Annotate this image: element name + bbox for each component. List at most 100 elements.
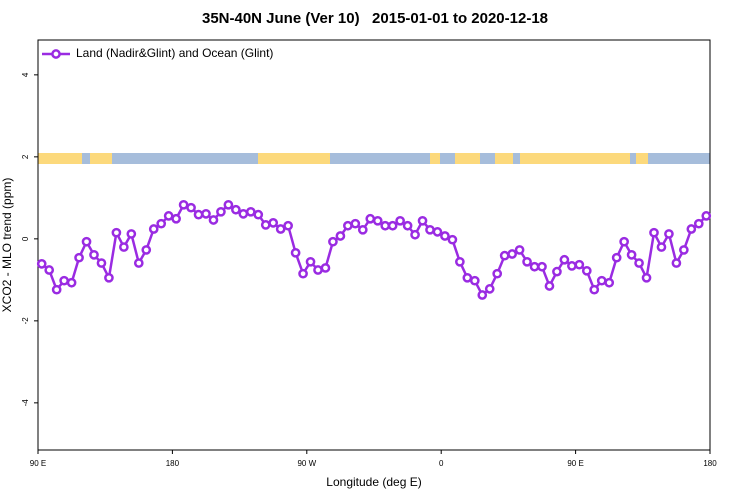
point [544, 281, 555, 291]
x-tick-label: 0 [439, 459, 444, 468]
point [619, 236, 629, 247]
point [36, 259, 47, 269]
point [469, 275, 480, 286]
point [425, 224, 435, 235]
point [559, 254, 570, 265]
point [216, 206, 226, 217]
x-tick-label: 180 [166, 459, 180, 468]
point [320, 263, 331, 273]
point [51, 284, 62, 295]
point [260, 220, 271, 230]
point [66, 277, 77, 288]
point [664, 229, 674, 239]
point [447, 234, 458, 245]
point [268, 218, 279, 228]
point [387, 220, 398, 231]
y-tick-label: 2 [21, 154, 30, 159]
point [126, 229, 137, 239]
point [455, 256, 465, 267]
point [417, 215, 428, 226]
point [335, 231, 346, 241]
point [201, 208, 211, 219]
point [74, 252, 84, 263]
point [537, 261, 547, 272]
point [59, 275, 69, 286]
point [596, 275, 607, 286]
point [552, 266, 562, 277]
point [119, 242, 129, 252]
point [402, 220, 413, 231]
x-tick-label: 90 W [297, 459, 316, 468]
point [440, 231, 450, 241]
point [529, 261, 540, 272]
point [656, 242, 667, 252]
point [649, 227, 659, 238]
point [626, 249, 637, 260]
point [171, 213, 181, 224]
point [671, 258, 682, 268]
x-tick-label: 90 E [567, 459, 583, 468]
point [231, 204, 241, 215]
point [245, 206, 256, 217]
point [589, 284, 600, 295]
point [604, 277, 615, 288]
point [223, 199, 234, 210]
legend-label: Land (Nadir&Glint) and Ocean (Glint) [76, 46, 273, 60]
point [89, 249, 99, 260]
point [484, 284, 495, 294]
point [343, 220, 353, 231]
x-tick-label: 90 E [30, 459, 46, 468]
plot-frame [37, 39, 711, 451]
point [365, 213, 376, 224]
point [380, 220, 391, 231]
point [186, 202, 196, 213]
point [238, 208, 249, 219]
point [410, 229, 420, 240]
point [581, 265, 592, 276]
point [686, 224, 697, 234]
y-tick-label: 4 [21, 72, 30, 77]
point [133, 258, 144, 268]
point [313, 265, 323, 275]
point [305, 256, 316, 267]
point [507, 249, 517, 259]
point [81, 236, 92, 247]
point [514, 245, 525, 255]
point [372, 215, 383, 226]
point [641, 272, 652, 283]
point [148, 224, 159, 234]
legend-marker [51, 49, 61, 59]
y-tick-label: 0 [21, 236, 30, 241]
x-tick-label: 180 [703, 459, 717, 468]
point [290, 247, 301, 258]
point [477, 290, 488, 300]
point [357, 224, 368, 235]
y-axis-label: XCO2 - MLO trend (ppm) [0, 178, 14, 313]
point [178, 199, 189, 210]
point [499, 250, 510, 261]
chart-title: 35N-40N June (Ver 10) 2015-01-01 to 2020… [202, 10, 548, 27]
point [522, 256, 532, 267]
y-tick-label: -4 [21, 399, 30, 407]
point [275, 224, 286, 234]
point [193, 209, 204, 220]
y-tick-label: -2 [21, 317, 30, 325]
point [679, 245, 689, 255]
point [44, 265, 55, 275]
point [611, 252, 622, 263]
point [567, 261, 577, 271]
point [432, 227, 443, 237]
point [395, 215, 405, 226]
point [701, 211, 712, 221]
point [462, 272, 473, 283]
point [492, 268, 503, 279]
map-strip [38, 153, 710, 164]
point [328, 236, 338, 247]
point [208, 215, 219, 225]
point [693, 218, 704, 229]
point [298, 268, 308, 279]
point [163, 211, 174, 221]
point [634, 258, 644, 268]
point [111, 227, 122, 238]
